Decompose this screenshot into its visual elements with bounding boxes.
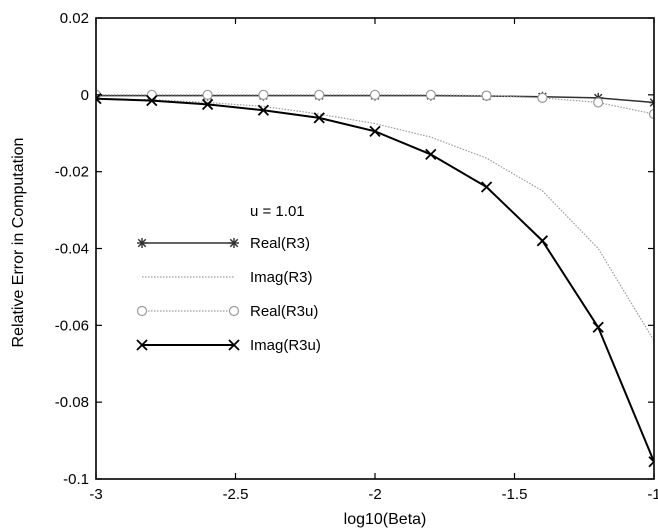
data-point <box>537 92 548 104</box>
y-axis-label: Relative Error in Computation <box>10 138 27 348</box>
data-point <box>257 104 270 116</box>
x-tick-label: -3 <box>89 486 102 503</box>
series-layer <box>96 89 654 468</box>
x-axis-label: log10(Beta) <box>344 511 427 528</box>
legend-label: Imag(R3u) <box>250 337 321 354</box>
plot-background <box>96 18 654 479</box>
data-point <box>314 89 325 100</box>
legend-marker <box>136 339 148 351</box>
data-point <box>425 148 437 161</box>
legend-label: Real(R3) <box>250 235 310 252</box>
data-point <box>146 94 158 107</box>
y-tick-label: 0.02 <box>60 10 89 27</box>
y-tick-label: -0.04 <box>55 241 89 258</box>
data-point <box>649 97 654 108</box>
plot-area <box>96 18 654 479</box>
data-point <box>258 89 269 100</box>
data-point <box>369 89 381 100</box>
legend-marker <box>228 339 240 351</box>
legend-marker <box>228 305 240 317</box>
legend-entry-Real(R3u): Real(R3u) <box>136 303 318 320</box>
legend-label: Real(R3u) <box>250 303 318 320</box>
y-tick-label: -0.06 <box>55 317 89 334</box>
legend: u = 1.01 Real(R3) Imag(R3) Real(R3u) Imag(R3… <box>136 203 321 354</box>
y-tick-label: 0 <box>81 87 89 104</box>
y-tick-label: -0.1 <box>63 471 89 488</box>
data-point <box>481 90 492 101</box>
legend-label: Imag(R3) <box>250 269 313 286</box>
axes-layer: -3 -2.5 -2 -1.5 -1 0.02 0 -0.02 -0.04 -0.06 -0.08 -… <box>10 10 658 528</box>
data-point <box>369 125 381 137</box>
data-point <box>648 456 654 468</box>
legend-marker <box>229 238 239 248</box>
x-tick-label: -2.5 <box>223 486 249 503</box>
legend-entry-Imag(R3): Imag(R3) <box>142 269 313 286</box>
legend-marker <box>137 238 147 248</box>
legend-marker <box>136 305 148 317</box>
data-point <box>201 98 214 111</box>
x-tick-label: -2 <box>368 486 381 503</box>
x-tick-label: -1 <box>647 486 658 503</box>
y-tick-label: -0.08 <box>55 394 89 411</box>
x-tick-label: -1.5 <box>502 486 528 503</box>
data-point <box>202 89 213 100</box>
series-Imag(R3) <box>96 98 654 342</box>
legend-heading: u = 1.01 <box>250 203 305 220</box>
y-tick-label: -0.02 <box>55 164 89 181</box>
data-point <box>480 181 493 193</box>
legend-entry-Imag(R3u): Imag(R3u) <box>136 337 321 354</box>
series-Imag(R3u) <box>96 93 654 468</box>
data-point <box>425 89 436 100</box>
series-line-Imag(R3) <box>96 98 654 342</box>
data-point <box>536 235 549 247</box>
data-point <box>648 108 654 120</box>
data-point <box>313 112 325 124</box>
data-point <box>592 321 604 333</box>
legend-entry-Real(R3): Real(R3) <box>137 235 310 252</box>
data-point <box>593 97 604 108</box>
